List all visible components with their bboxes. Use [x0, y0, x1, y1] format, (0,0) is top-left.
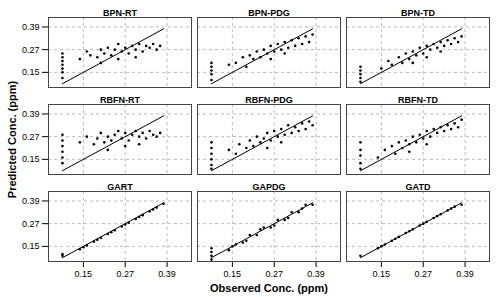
svg-text:RBFN-RT: RBFN-RT: [100, 95, 140, 105]
svg-text:RBFN-TD: RBFN-TD: [398, 95, 438, 105]
svg-text:0.15: 0.15: [22, 241, 40, 251]
svg-text:0.15: 0.15: [75, 269, 93, 279]
svg-text:BPN-TD: BPN-TD: [401, 8, 435, 18]
svg-text:Predicted Conc. (ppm): Predicted Conc. (ppm): [6, 80, 18, 198]
svg-text:BPN-RT: BPN-RT: [103, 8, 137, 18]
svg-text:GART: GART: [107, 182, 133, 192]
svg-text:0.27: 0.27: [22, 132, 40, 142]
svg-text:GATD: GATD: [406, 182, 431, 192]
svg-text:0.39: 0.39: [22, 109, 40, 119]
svg-text:0.39: 0.39: [158, 269, 176, 279]
svg-text:0.39: 0.39: [456, 269, 474, 279]
svg-text:0.15: 0.15: [373, 269, 391, 279]
svg-text:GAPDG: GAPDG: [252, 182, 285, 192]
svg-text:0.39: 0.39: [307, 269, 325, 279]
svg-text:0.39: 0.39: [22, 196, 40, 206]
svg-text:0.27: 0.27: [22, 45, 40, 55]
svg-text:0.27: 0.27: [265, 269, 283, 279]
svg-text:RBFN-PDG: RBFN-PDG: [245, 95, 293, 105]
svg-text:0.39: 0.39: [22, 22, 40, 32]
svg-text:0.27: 0.27: [414, 269, 432, 279]
svg-text:0.27: 0.27: [116, 269, 134, 279]
svg-text:BPN-PDG: BPN-PDG: [248, 8, 290, 18]
svg-text:0.15: 0.15: [22, 67, 40, 77]
svg-text:0.15: 0.15: [22, 154, 40, 164]
svg-text:0.15: 0.15: [224, 269, 242, 279]
svg-text:Observed Conc. (ppm): Observed Conc. (ppm): [210, 282, 328, 294]
svg-text:0.27: 0.27: [22, 219, 40, 229]
